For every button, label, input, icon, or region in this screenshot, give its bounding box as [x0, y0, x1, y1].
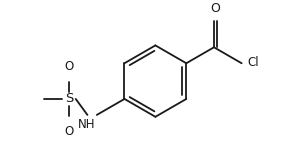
Text: O: O [210, 2, 220, 15]
Text: NH: NH [77, 118, 95, 131]
Text: Cl: Cl [247, 56, 259, 69]
Text: O: O [65, 125, 74, 138]
Text: S: S [65, 92, 73, 105]
Text: O: O [65, 60, 74, 73]
